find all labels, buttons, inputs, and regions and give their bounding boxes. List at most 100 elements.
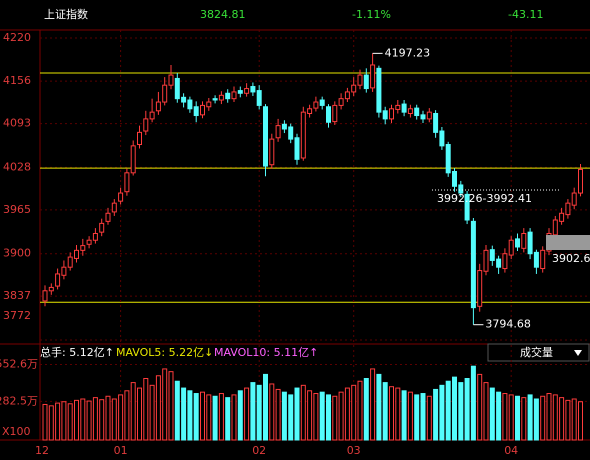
candle-body	[483, 249, 489, 272]
candle-body	[225, 92, 231, 100]
volume-bar	[187, 390, 193, 441]
volume-bar	[527, 394, 533, 441]
candle-body	[559, 212, 565, 222]
candle-body	[515, 238, 520, 248]
volume-bar	[99, 399, 105, 441]
candle-body	[470, 220, 476, 309]
volume-bar	[55, 402, 61, 441]
candle-body	[256, 90, 262, 106]
volume-bar	[559, 397, 565, 441]
volume-bar	[206, 394, 212, 441]
candle-body	[281, 123, 287, 130]
volume-bar	[439, 384, 445, 441]
candle-body	[452, 170, 457, 187]
volume-bar	[48, 405, 54, 441]
volume-bar	[477, 373, 483, 441]
volume-bar	[326, 394, 331, 441]
volume-bar	[67, 403, 73, 441]
volume-bar	[80, 398, 86, 441]
candle-body	[269, 138, 275, 166]
candle-body	[426, 111, 432, 120]
candle-body	[508, 239, 514, 256]
volume-bar	[275, 388, 281, 441]
volume-bar	[332, 395, 338, 441]
candle-body	[149, 111, 155, 120]
volume-bar	[363, 378, 369, 441]
y-tick-label: 4156	[3, 74, 31, 87]
volume-bar	[401, 390, 407, 441]
candle-body	[218, 94, 224, 101]
volume-bar	[338, 391, 344, 441]
candle-body	[313, 101, 319, 109]
high-label: 4197.23	[385, 46, 431, 59]
volume-bar	[552, 394, 558, 441]
candle-body	[407, 108, 413, 114]
candle-body	[174, 77, 180, 100]
volume-bar	[470, 365, 476, 441]
candle-body	[458, 184, 464, 194]
volume-total: 总手: 5.12亿↑	[40, 345, 114, 359]
range-annotation: 3992.26-3992.41	[437, 192, 532, 205]
volume-bar	[300, 384, 306, 441]
candle-body	[155, 101, 161, 112]
index-change-pct: -1.11%	[352, 8, 391, 21]
candle-body	[55, 273, 61, 287]
candle-body	[464, 193, 470, 221]
volume-bar	[319, 391, 325, 441]
candle-body	[307, 108, 313, 114]
volume-bar	[351, 384, 357, 441]
candle-body	[168, 74, 174, 86]
volume-bar	[376, 373, 382, 441]
dropdown-arrow	[574, 350, 582, 356]
volume-mavol5: MAVOL5: 5.22亿↓	[116, 346, 213, 359]
volume-bar	[307, 390, 313, 441]
candle-body	[533, 251, 539, 268]
volume-bar	[237, 390, 243, 441]
volume-bar	[143, 378, 149, 441]
volume-bar	[86, 400, 92, 441]
candle-body	[48, 286, 54, 292]
low-label: 3794.68	[485, 318, 531, 331]
candle-body	[370, 64, 376, 89]
volume-bar	[508, 394, 514, 441]
price-annotation: 3902.6	[552, 252, 590, 265]
volume-bar	[565, 399, 571, 441]
candle-body	[105, 212, 111, 222]
candle-body	[571, 192, 577, 206]
candle-body	[351, 84, 357, 93]
volume-mavol10: MAVOL10: 5.11亿↑	[214, 346, 318, 359]
x-tick-label: 01	[114, 444, 128, 457]
volume-bar	[137, 387, 142, 441]
volume-bar	[533, 398, 539, 441]
candle-body	[275, 125, 281, 139]
candle-body	[244, 88, 250, 94]
candle-body	[137, 131, 142, 146]
x-tick-label: 12	[35, 444, 49, 457]
candle-body	[181, 96, 187, 103]
candle-body	[540, 249, 546, 270]
candle-body	[496, 258, 502, 268]
candle-body	[200, 104, 205, 116]
candle-body	[445, 144, 451, 174]
volume-bar	[540, 395, 546, 441]
volume-bar	[168, 371, 174, 441]
volume-bar	[344, 387, 350, 441]
candle-body	[578, 168, 583, 194]
volume-bar	[218, 393, 224, 441]
candle-body	[67, 256, 73, 268]
candle-body	[414, 107, 420, 117]
candle-body	[162, 84, 168, 103]
x-tick-label: 03	[347, 444, 361, 457]
volume-bar	[357, 380, 363, 441]
volume-bar	[281, 391, 287, 441]
volume-bar	[452, 376, 457, 441]
volume-bar	[489, 387, 495, 441]
y-tick-label: 4028	[3, 160, 31, 173]
volume-bar	[130, 382, 136, 441]
y-tick-label: 4093	[3, 117, 31, 130]
indicator-selector[interactable]	[487, 343, 590, 362]
volume-bar	[458, 382, 464, 441]
candle-body	[319, 99, 325, 106]
price-box	[546, 235, 590, 250]
